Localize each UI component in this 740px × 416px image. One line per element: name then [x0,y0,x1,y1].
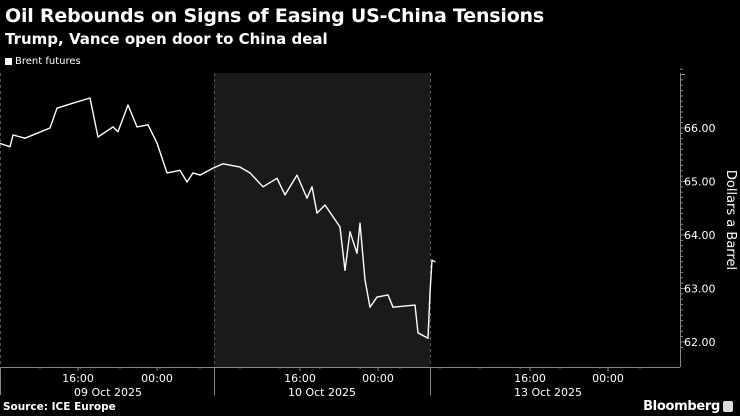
data-point [112,126,114,128]
x-tick-label: 16:00 [514,372,546,385]
data-point [89,97,91,99]
data-point [136,126,138,128]
data-point [434,261,436,263]
data-point [212,167,214,169]
day-label: 10 Oct 2025 [288,386,356,399]
data-point [262,186,264,188]
y-tick-label: 66.00 [684,122,716,135]
data-point [186,181,188,183]
y-axis-label: Dollars a Barrel [723,170,738,270]
data-point [376,296,378,298]
data-point [0,142,1,145]
legend: Brent futures [5,56,81,67]
data-point [344,269,346,271]
data-point [324,204,326,206]
y-tick-label: 63.00 [684,283,716,296]
data-point [311,186,313,188]
data-point [427,337,429,339]
x-tick-label: 16:00 [62,372,94,385]
data-point [239,166,241,168]
bloomberg-icon [723,401,733,412]
y-tick-label: 62.00 [684,336,716,349]
y-tick-label: 65.00 [684,176,716,189]
data-point [117,131,119,133]
day-label: 13 Oct 2025 [514,386,582,399]
data-point [56,107,58,109]
data-point [387,294,389,296]
x-tick-label: 00:00 [141,372,173,385]
data-point [156,142,158,144]
data-point [296,174,298,176]
y-tick-label: 64.00 [684,229,716,242]
data-point [369,306,371,308]
data-point [166,172,168,174]
data-point [392,306,394,308]
data-point [199,174,201,176]
legend-swatch [5,58,12,65]
data-point [414,304,416,306]
bloomberg-logo: Bloomberg [643,399,720,414]
data-point [192,172,194,174]
data-point [306,197,308,199]
data-point [179,169,181,171]
data-point [147,124,149,126]
legend-label: Brent futures [15,56,81,67]
chart-subtitle: Trump, Vance open door to China deal [5,30,328,48]
data-point [417,332,419,334]
chart-title: Oil Rebounds on Signs of Easing US-China… [5,5,544,27]
data-point [9,146,11,148]
data-point [249,172,251,174]
day-label: 09 Oct 2025 [74,386,142,399]
x-tick-label: 00:00 [362,372,394,385]
shaded-session [214,73,430,367]
data-point [71,102,73,104]
data-point [316,212,318,214]
data-point [276,177,278,179]
data-point [97,136,99,138]
series-line-brent [0,97,436,339]
data-point [364,279,366,281]
data-point [49,127,51,129]
data-point [339,226,341,228]
data-point [24,137,26,139]
data-point [359,222,361,224]
data-point [431,259,433,261]
data-point [222,163,224,165]
data-point [12,134,14,136]
data-point [349,231,351,233]
data-point [284,194,286,196]
source-note: Source: ICE Europe [3,401,116,413]
data-point [429,292,431,294]
x-tick-label: 00:00 [592,372,624,385]
data-point [356,252,358,254]
data-point [127,104,129,106]
x-tick-label: 16:00 [284,372,316,385]
